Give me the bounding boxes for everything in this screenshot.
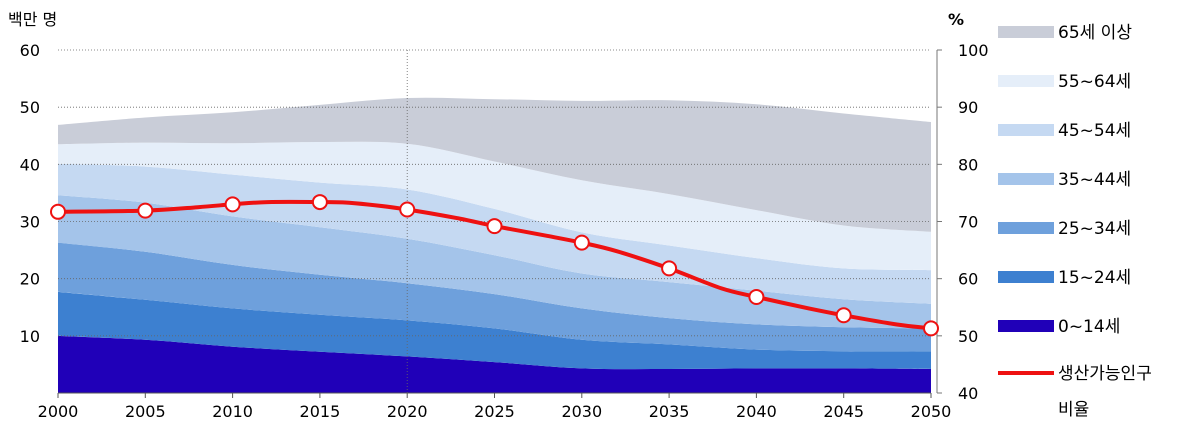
y2-tick-label: 80 [958,155,978,174]
y-tick-label: 20 [20,270,40,289]
ratio-point [661,260,678,277]
legend-label: 25~34세 [1058,219,1131,239]
area-55~64세 [58,141,931,271]
y2-tick-label: 60 [958,270,978,289]
legend-swatch [998,173,1054,185]
area-65세 이상 [58,97,931,232]
gridlines [58,49,931,393]
y2-tick-label: 70 [958,213,978,232]
ratio-point [50,203,66,220]
legend-label: 45~54세 [1058,121,1131,141]
y-tick-label: 10 [20,327,40,346]
left-axis-unit: 백만 명 [8,10,57,29]
ratio-point [923,320,939,337]
y2-tick-label: 100 [958,41,989,60]
x-tick-label: 2035 [649,402,690,421]
y2-tick-label: 90 [958,98,978,117]
area-15~24세 [58,291,931,370]
x-tick-label: 2045 [823,402,864,421]
ratio-point [224,196,241,213]
legend-swatch [998,271,1054,283]
y2-tick-label: 50 [958,327,978,346]
x-tick-label: 2040 [736,402,777,421]
ratio-point [399,201,416,218]
ratio-point [311,194,328,211]
x-tick-label: 2015 [300,402,341,421]
legend-label-line2: 비율 [1058,400,1089,420]
ratio-point [748,288,765,305]
y-tick-label: 60 [20,41,40,60]
x-tick-label: 2050 [911,402,952,421]
legend-label: 55~64세 [1058,72,1131,92]
ratio-point [137,202,154,219]
ratio-point [573,234,590,251]
x-tick-label: 2020 [387,402,428,421]
x-tick-label: 2000 [38,402,79,421]
y2-tick-label: 40 [958,384,978,403]
legend-label: 35~44세 [1058,170,1131,190]
x-tick-label: 2030 [561,402,602,421]
area-25~34세 [58,242,931,352]
legend-label: 0~14세 [1058,317,1120,337]
y-tick-label: 30 [20,213,40,232]
legend-swatch [998,222,1054,234]
legend-swatch [998,26,1054,38]
y-tick-label: 50 [20,98,40,117]
legend: 65세 이상 55~64세 45~54세 35~44세 25~34세 15~24세 0~14… [998,23,1152,420]
x-tick-label: 2010 [212,402,253,421]
legend-label: 65세 이상 [1058,23,1132,43]
legend-swatch [998,75,1054,87]
legend-label: 15~24세 [1058,268,1131,288]
ratio-point [835,307,852,324]
right-axis-unit: % [948,10,964,29]
ratio-line [50,194,939,337]
area-0~14세 [58,335,931,393]
x-tick-label: 2005 [125,402,166,421]
axes: 2000 2005 2010 2015 2020 2025 2030 2035 2040 2045… [20,41,989,421]
area-35~44세 [58,195,931,329]
ratio-point [486,218,503,235]
x-tick-label: 2025 [474,402,515,421]
legend-swatch [998,320,1054,332]
y-tick-label: 40 [20,155,40,174]
stacked-areas [58,97,931,393]
legend-label: 생산가능인구 [1058,364,1152,384]
legend-swatch [998,124,1054,136]
